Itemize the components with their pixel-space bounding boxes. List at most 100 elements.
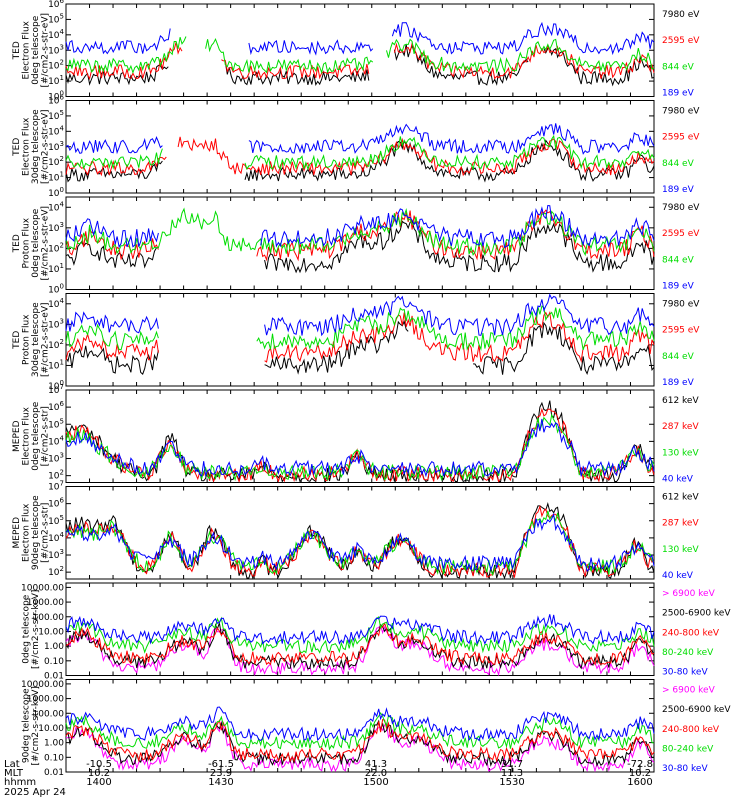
panel-2-series-2-legend: 844 eV [662, 159, 695, 169]
panel-7-series-4-legend: 30-80 keV [662, 668, 708, 678]
footer-mlt-4: 11.3 [501, 768, 523, 779]
panel-6-series-3-line [65, 512, 655, 572]
panel-8-ytick-label: 10.00 [38, 724, 64, 734]
panel-5-ytick-label: 104 [48, 434, 64, 447]
panel-7-ytick-label: 0.10 [44, 657, 64, 667]
panel-6-ytick-label: 105 [48, 514, 64, 527]
panel-2-series-3-line [65, 136, 163, 155]
panel-8-series-0-line [65, 720, 655, 773]
panel-7-ytick-label: 1000.00 [27, 598, 64, 608]
panel-5-series-3-legend: 40 keV [662, 475, 694, 485]
panel-4-series-1-line [264, 310, 655, 363]
footer-date: 2025 Apr 24 [4, 787, 66, 798]
panel-3-series-3-line [260, 204, 655, 249]
panel-1-ytick-label: 101 [48, 74, 64, 87]
panel-3-series-0-legend: 7980 eV [662, 203, 700, 213]
panel-3-ytick-label: 104 [48, 200, 64, 213]
panel-8-ytick-label: 1000.00 [27, 695, 64, 705]
panel-1-series-2-line [386, 38, 655, 74]
panel-4-series-3-line [264, 293, 655, 337]
panel-2-series-1-legend: 2595 eV [662, 133, 700, 143]
panel-1-series-2-line [65, 36, 187, 75]
panel-7-series-1-legend: 2500-6900 keV [662, 609, 731, 619]
panel-2-ytick-label: 104 [48, 124, 64, 137]
panel-5-ytick-label: 106 [48, 400, 64, 413]
footer-lat-2: -61.5 [208, 759, 234, 770]
panel-8-series-3-legend: 80-240 keV [662, 744, 714, 754]
panel-stack: 106 105 104 103 102 101 100 TEDElectron Flux0de… [12, 0, 732, 778]
panel-4-ytick-label: 102 [48, 338, 64, 351]
panel-2-ytick-label: 100 [48, 186, 64, 199]
panel-5-series-0-line [65, 400, 655, 484]
footer-hhmm-3: 1500 [363, 777, 388, 788]
panel-8-series-3-line [65, 712, 655, 751]
footer-mlt-1: 10.2 [88, 768, 110, 779]
panel-5-ylabel: MEPEDElectron Flux0deg telescope[#/cm2-s… [12, 401, 51, 471]
panel-5-ytick-label: 103 [48, 452, 64, 465]
panel-7-frame [65, 582, 655, 676]
panel-8-series-2-legend: 240-800 keV [662, 725, 720, 735]
panel-7-ytick-label: 10.00 [38, 627, 64, 637]
footer-mlt-2: 23.9 [210, 768, 232, 779]
panel-4-series-2-legend: 844 eV [662, 352, 695, 362]
panel-3-ytick-label: 102 [48, 241, 64, 254]
panel-5-frame [65, 389, 655, 483]
panel-4-ytick-label: 101 [48, 358, 64, 371]
panel-1-series-3-legend: 189 eV [662, 89, 695, 99]
panel-7: 10000.00 1000.00 100.00 10.00 1.00 0.10 0.010d… [21, 582, 731, 682]
panel-4-series-0-legend: 7980 eV [662, 300, 700, 310]
panel-8-series-4-line [65, 706, 655, 742]
footer-row-label-hhmm: hhmm [4, 777, 36, 788]
panel-8-series-4-legend: 30-80 keV [662, 764, 708, 774]
footer-hhmm-4: 1530 [499, 777, 524, 788]
panel-5-series-0-legend: 612 keV [662, 396, 699, 406]
panel-2-series-1-line [177, 136, 655, 177]
panel-1-series-3-line [248, 39, 374, 56]
panel-5-ytick-label: 105 [48, 417, 64, 430]
footer-lat-1: -10.5 [86, 759, 112, 770]
panel-7-series-3-line [65, 616, 655, 654]
panel-7-series-0-legend: > 6900 keV [662, 589, 716, 599]
panel-8-series-1-legend: 2500-6900 keV [662, 705, 731, 715]
panel-2-series-3-line [248, 123, 655, 155]
panel-2-series-1-line [65, 156, 167, 177]
panel-2-ytick-label: 102 [48, 155, 64, 168]
panel-1-ytick-label: 104 [48, 28, 64, 41]
panel-1-series-1-legend: 2595 eV [662, 36, 700, 46]
panel-3-ylabel: TEDProton Flux0deg telescope[#/cm2-s-str… [12, 206, 51, 281]
panel-7-series-4-line [65, 614, 655, 646]
panel-1-series-3-line [391, 21, 655, 56]
panel-1-series-0-line [65, 64, 169, 86]
panel-6-series-2-line [65, 510, 655, 577]
footer-hhmm-1: 1400 [86, 777, 111, 788]
panel-1-ytick-label: 105 [48, 12, 64, 25]
panel-2-ytick-label: 101 [48, 171, 64, 184]
panel-8-series-0-legend: > 6900 keV [662, 686, 716, 696]
panel-8: 10000.00 1000.00 100.00 10.00 1.00 0.10 0.0190… [21, 679, 731, 778]
panel-1-series-1-line [221, 59, 370, 80]
panel-2-series-0-line [244, 139, 655, 183]
panel-6-series-0-legend: 612 keV [662, 493, 699, 503]
panel-1-ylabel: TEDElectron Flux0deg telescope[#/cm2-s-s… [12, 13, 51, 88]
footer-lat-4: 31.7 [501, 759, 523, 770]
footer-hhmm-5: 1600 [627, 777, 652, 788]
footer-axis: Lat MLT hhmm 2025 Apr 24 -10.5 -61.5 41.… [4, 759, 653, 798]
panel-3-ytick-label: 103 [48, 221, 64, 234]
panel-3: 104 103 102 101 100 TEDProton Flux0deg telesc… [12, 196, 700, 296]
panel-4-series-0-line [65, 345, 159, 375]
panel-1-series-0-legend: 7980 eV [662, 10, 700, 20]
footer-hhmm-2: 1430 [208, 777, 233, 788]
panel-8-ytick-label: 1.00 [44, 739, 64, 749]
panel-1-ytick-label: 102 [48, 59, 64, 72]
panel-1-series-2-legend: 844 eV [662, 62, 695, 72]
panel-7-ytick-label: 100.00 [33, 613, 65, 623]
panel-7-series-3-legend: 80-240 keV [662, 648, 714, 658]
footer-row-label-lat: Lat [4, 759, 20, 770]
panel-3-series-1-legend: 2595 eV [662, 229, 700, 239]
panel-8-series-2-line [65, 719, 655, 763]
panel-3-series-3-legend: 189 eV [662, 282, 695, 292]
panel-1-series-2-line [205, 37, 374, 75]
